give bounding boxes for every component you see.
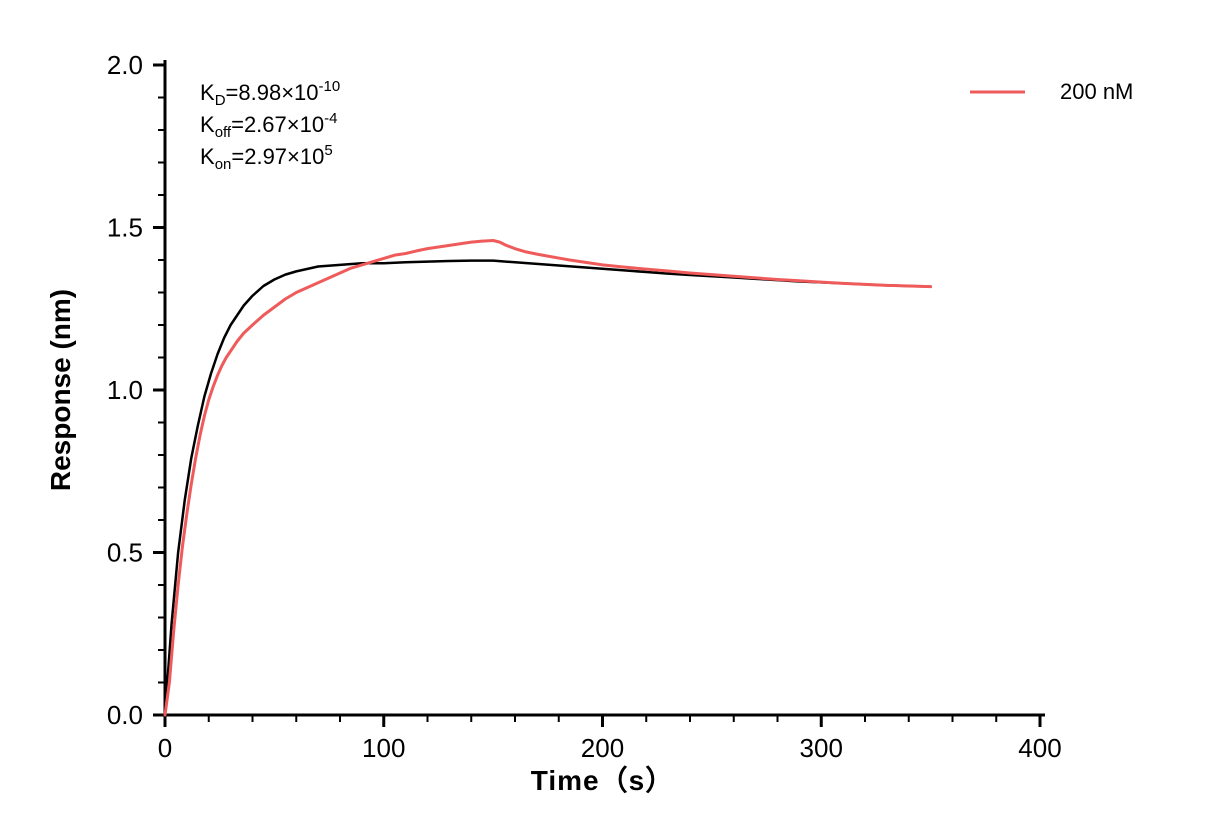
kinetic-annotation: Kon=2.97×105 [200,142,333,173]
kinetic-annotation: KD=8.98×10-10 [200,78,340,109]
binding-kinetics-chart: 0 100 200 300 400 0.0 0.5 1.0 1.5 2.0 Time（s） Respo… [0,0,1212,825]
x-tick-label: 0 [158,733,172,763]
y-tick-label: 1.5 [107,213,143,243]
x-tick-label: 200 [581,733,624,763]
y-tick-label: 0.5 [107,538,143,568]
x-axis-label: Time（s） [531,764,674,796]
x-tick-label: 300 [800,733,843,763]
kinetic-annotation: Koff=2.67×10-4 [200,110,337,141]
series-data-200nM [165,241,931,716]
y-axis-label: Response (nm) [45,289,76,491]
x-tick-label: 400 [1018,733,1061,763]
y-tick-label: 0.0 [107,700,143,730]
x-tick-label: 100 [362,733,405,763]
y-tick-label: 2.0 [107,50,143,80]
legend-label: 200 nM [1060,79,1133,104]
series-fit-curve [165,261,931,715]
y-tick-label: 1.0 [107,375,143,405]
chart-svg: 0 100 200 300 400 0.0 0.5 1.0 1.5 2.0 Time（s） Respo… [0,0,1212,825]
